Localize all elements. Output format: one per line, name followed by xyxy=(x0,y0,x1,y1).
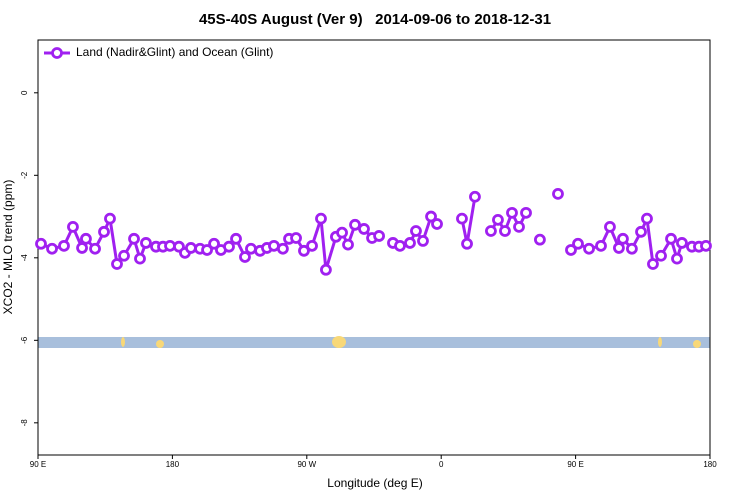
y-tick-label: 0 xyxy=(20,90,29,95)
chart-title: 45S-40S August (Ver 9) 2014-09-06 to 201… xyxy=(199,11,551,28)
data-point xyxy=(342,238,354,251)
data-point xyxy=(336,226,348,239)
data-point xyxy=(277,242,289,255)
x-tick-label: 90 W xyxy=(297,460,316,469)
data-point xyxy=(358,223,370,235)
data-point xyxy=(67,220,79,233)
data-point xyxy=(635,225,647,238)
data-point xyxy=(700,239,712,252)
data-point xyxy=(565,244,577,256)
data-point xyxy=(604,220,616,233)
data-point xyxy=(513,220,525,233)
data-point xyxy=(290,232,302,244)
data-point xyxy=(76,242,88,254)
data-point xyxy=(461,237,473,250)
data-point xyxy=(485,225,497,237)
data-point xyxy=(431,218,443,230)
data-point xyxy=(104,212,116,225)
land-ocean-strip xyxy=(38,336,710,348)
data-point xyxy=(641,212,653,225)
data-point xyxy=(373,230,385,242)
data-point xyxy=(499,225,511,237)
data-point xyxy=(552,187,564,200)
data-point xyxy=(583,242,595,255)
data-point xyxy=(534,233,546,246)
plot-frame xyxy=(37,39,711,456)
x-tick-label: 180 xyxy=(166,460,180,469)
data-point xyxy=(230,232,242,245)
data-point xyxy=(201,244,213,256)
data-point xyxy=(469,190,481,203)
data-point xyxy=(98,225,110,238)
data-point xyxy=(118,249,130,262)
data-point xyxy=(239,251,251,263)
data-point xyxy=(647,258,659,270)
data-point xyxy=(315,212,327,225)
data-point xyxy=(394,239,406,252)
data-point xyxy=(506,206,518,219)
data-point xyxy=(80,232,92,245)
data-point xyxy=(676,237,688,249)
data-point xyxy=(298,244,310,257)
data-point xyxy=(208,237,220,250)
data-point xyxy=(617,232,629,245)
data-point xyxy=(185,242,197,254)
data-point xyxy=(35,237,47,250)
data-point xyxy=(625,242,638,255)
y-tick-label: -2 xyxy=(20,171,29,179)
data-point xyxy=(223,240,235,253)
legend-marker xyxy=(51,47,63,59)
data-point xyxy=(320,263,332,276)
y-tick-label: -8 xyxy=(20,419,29,427)
x-axis-label: Longitude (deg E) xyxy=(327,476,422,490)
data-point xyxy=(665,232,677,245)
data-point xyxy=(111,258,123,270)
legend-label: Land (Nadir&Glint) and Ocean (Glint) xyxy=(76,45,273,59)
data-point xyxy=(306,239,318,252)
data-point xyxy=(404,237,416,249)
data-point xyxy=(134,252,146,265)
data-point xyxy=(245,242,257,255)
data-point xyxy=(456,212,468,225)
data-point xyxy=(425,210,437,223)
data-point xyxy=(492,213,504,226)
data-point xyxy=(572,237,584,250)
data-point xyxy=(46,242,58,255)
data-point xyxy=(595,239,607,252)
data-point xyxy=(613,242,625,254)
data-point xyxy=(349,218,361,231)
data-point xyxy=(140,237,152,249)
data-point xyxy=(520,206,532,219)
data-point xyxy=(417,234,429,247)
data-point xyxy=(655,249,667,262)
data-point xyxy=(128,232,140,245)
x-tick-label: 90 E xyxy=(567,460,583,469)
data-point xyxy=(89,242,101,255)
data-point xyxy=(410,225,422,237)
y-tick-label: -4 xyxy=(20,254,29,262)
data-point xyxy=(58,239,70,252)
x-tick-label: 0 xyxy=(439,460,444,469)
y-axis-label: XCO2 - MLO trend (ppm) xyxy=(1,180,15,315)
x-tick-label: 90 E xyxy=(30,460,46,469)
x-tick-label: 180 xyxy=(703,460,717,469)
y-tick-label: -6 xyxy=(20,336,29,344)
data-point xyxy=(671,252,683,265)
